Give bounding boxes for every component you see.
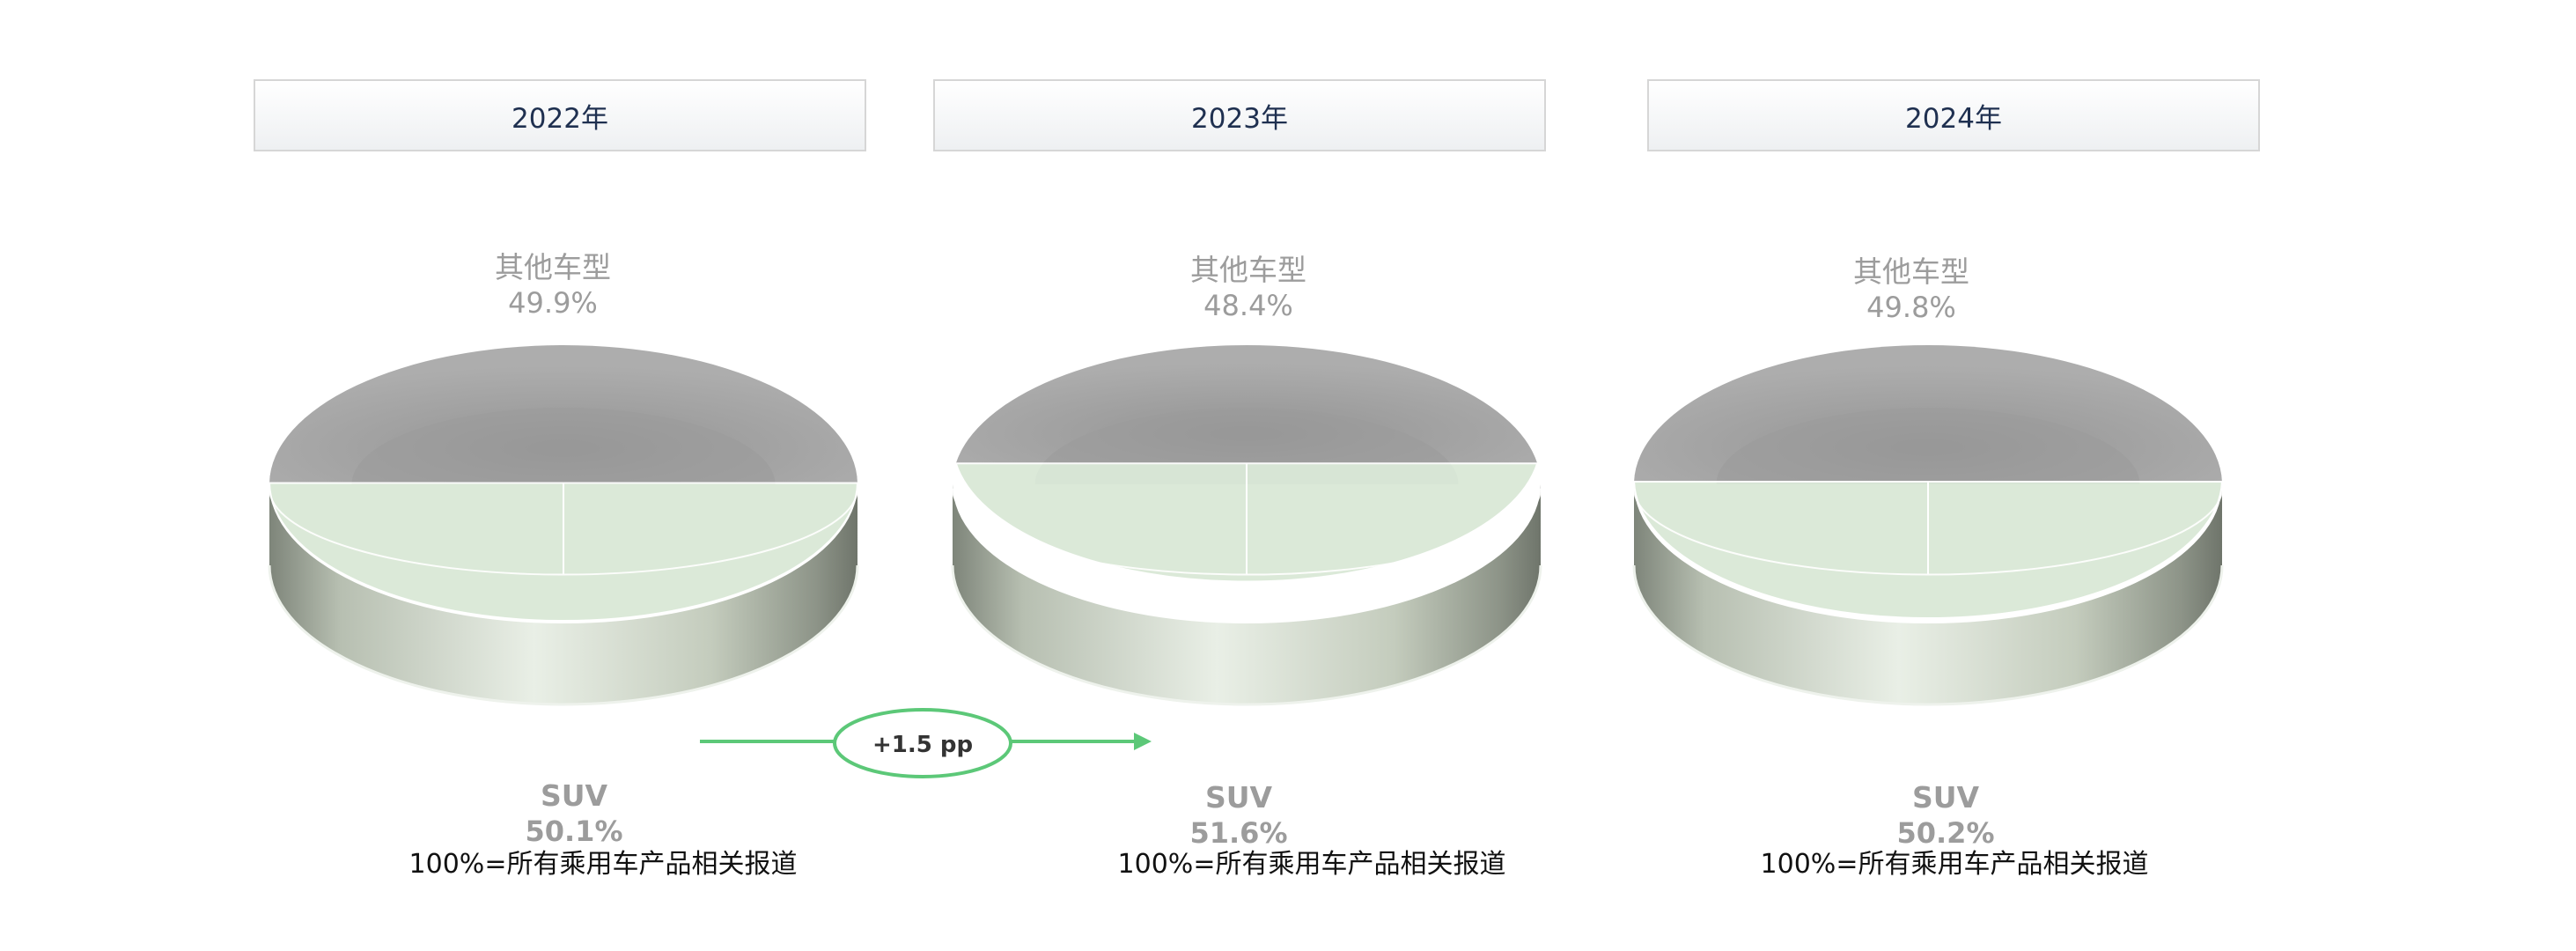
slice-value: 51.6% bbox=[1189, 816, 1288, 850]
label-other-2023: 其他车型 48.4% bbox=[1190, 252, 1306, 324]
label-other-2022: 其他车型 49.9% bbox=[495, 249, 611, 321]
change-label: +1.5 pp bbox=[872, 732, 973, 758]
slice-value: 49.9% bbox=[508, 286, 598, 320]
pie-base-edge bbox=[1632, 564, 2224, 706]
label-suv-2023: SUV 51.6% bbox=[1189, 779, 1287, 851]
base-note-2022: 100%=所有乘用车产品相关报道 bbox=[408, 849, 798, 880]
slice-name: 其他车型 bbox=[1853, 254, 1969, 289]
base-note-2023: 100%=所有乘用车产品相关报道 bbox=[1117, 849, 1506, 880]
year-title: 2022年 bbox=[512, 102, 608, 135]
slice-name: 其他车型 bbox=[1190, 253, 1306, 287]
label-suv-2024: SUV 50.2% bbox=[1896, 779, 1994, 851]
label-other-2024: 其他车型 49.8% bbox=[1853, 254, 1969, 326]
slice-value: 48.4% bbox=[1203, 289, 1293, 322]
suv-slice-side bbox=[1634, 484, 2222, 704]
other-slice-shade bbox=[1716, 408, 2140, 484]
pie-3 bbox=[1632, 344, 2224, 706]
year-header-2024: 2024年 bbox=[1647, 79, 2260, 151]
slice-name: SUV bbox=[1911, 780, 1980, 815]
year-title: 2024年 bbox=[1905, 102, 2002, 135]
slice-value: 50.2% bbox=[1896, 816, 1995, 850]
slice-value: 50.1% bbox=[525, 815, 623, 848]
pie-base-edge bbox=[268, 564, 859, 706]
suv-slice-rim bbox=[1633, 488, 2223, 576]
other-slice-shade bbox=[351, 408, 776, 484]
label-suv-2022: SUV 50.1% bbox=[525, 778, 622, 850]
slice-name: SUV bbox=[1204, 780, 1273, 815]
change-annotation: +1.5 pp bbox=[700, 708, 1152, 778]
year-header-2023: 2023年 bbox=[933, 79, 1546, 151]
slice-name: SUV bbox=[540, 778, 608, 813]
pie-2 bbox=[951, 344, 1542, 706]
suv-slice-side bbox=[269, 484, 857, 704]
slice-value: 49.8% bbox=[1866, 291, 1956, 324]
slice-name: 其他车型 bbox=[495, 250, 611, 284]
suv-slice-rim bbox=[269, 488, 858, 576]
year-header-2022: 2022年 bbox=[254, 79, 866, 151]
year-title: 2023年 bbox=[1191, 102, 1288, 135]
pie-base-edge bbox=[951, 564, 1542, 706]
pie-1 bbox=[268, 344, 859, 706]
suv-slice-side bbox=[953, 484, 1541, 704]
suv-slice-rim bbox=[952, 488, 1542, 576]
base-note-2024: 100%=所有乘用车产品相关报道 bbox=[1760, 849, 2149, 880]
